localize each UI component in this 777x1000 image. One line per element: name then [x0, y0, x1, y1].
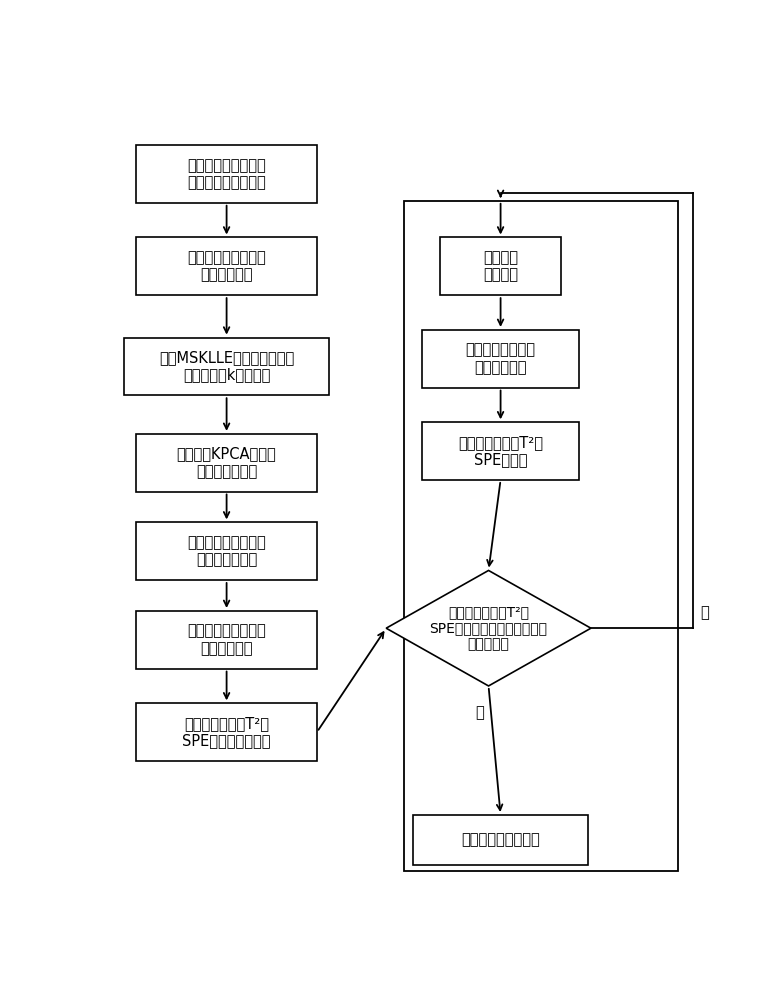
Bar	[136, 237, 317, 295]
Text: 否: 否	[701, 605, 709, 620]
Bar	[423, 422, 579, 480]
Text: 将标准化后的数据映
射到高维空间: 将标准化后的数据映 射到高维空间	[187, 250, 266, 282]
Bar	[136, 434, 317, 492]
Text: 是: 是	[475, 705, 484, 720]
Bar	[136, 522, 317, 580]
Text: 求取映射矩阵，并映
射到低维空间: 求取映射矩阵，并映 射到低维空间	[187, 624, 266, 656]
Text: 故障发生，解决故障: 故障发生，解决故障	[462, 832, 540, 847]
Text: 电熔镁炉
正常运行: 电熔镁炉 正常运行	[483, 250, 518, 282]
Text: 采用MSKLLE算法调整样本间
距离，寻找k个近邻点: 采用MSKLLE算法调整样本间 距离，寻找k个近邻点	[159, 350, 294, 383]
Bar	[441, 237, 561, 295]
Bar	[124, 338, 329, 395]
Bar	[136, 703, 317, 761]
Text: 计算采样数据的T²和
SPE统计量: 计算采样数据的T²和 SPE统计量	[458, 435, 543, 467]
Bar	[404, 201, 678, 871]
Polygon shape	[386, 570, 591, 686]
Text: 判断采样数据的T²或
SPE统计量是否超过它们各自
的的控制限: 判断采样数据的T²或 SPE统计量是否超过它们各自 的的控制限	[430, 605, 548, 651]
Bar	[413, 815, 588, 865]
Bar	[136, 611, 317, 669]
Text: 实时采集电熔镁炉
工作过程数据: 实时采集电熔镁炉 工作过程数据	[465, 342, 535, 375]
Bar	[423, 330, 579, 388]
Bar	[136, 145, 317, 203]
Text: 计算样本数据的T²和
SPE统计量的控制限: 计算样本数据的T²和 SPE统计量的控制限	[183, 716, 271, 748]
Text: 计算样本新邻域的局
部重构权值矩阵: 计算样本新邻域的局 部重构权值矩阵	[187, 535, 266, 567]
Text: 采集正常历史数据并
进行中心化和标准化: 采集正常历史数据并 进行中心化和标准化	[187, 158, 266, 190]
Text: 采用局部KPCA算法重
构样本的新邻域: 采用局部KPCA算法重 构样本的新邻域	[176, 446, 277, 479]
